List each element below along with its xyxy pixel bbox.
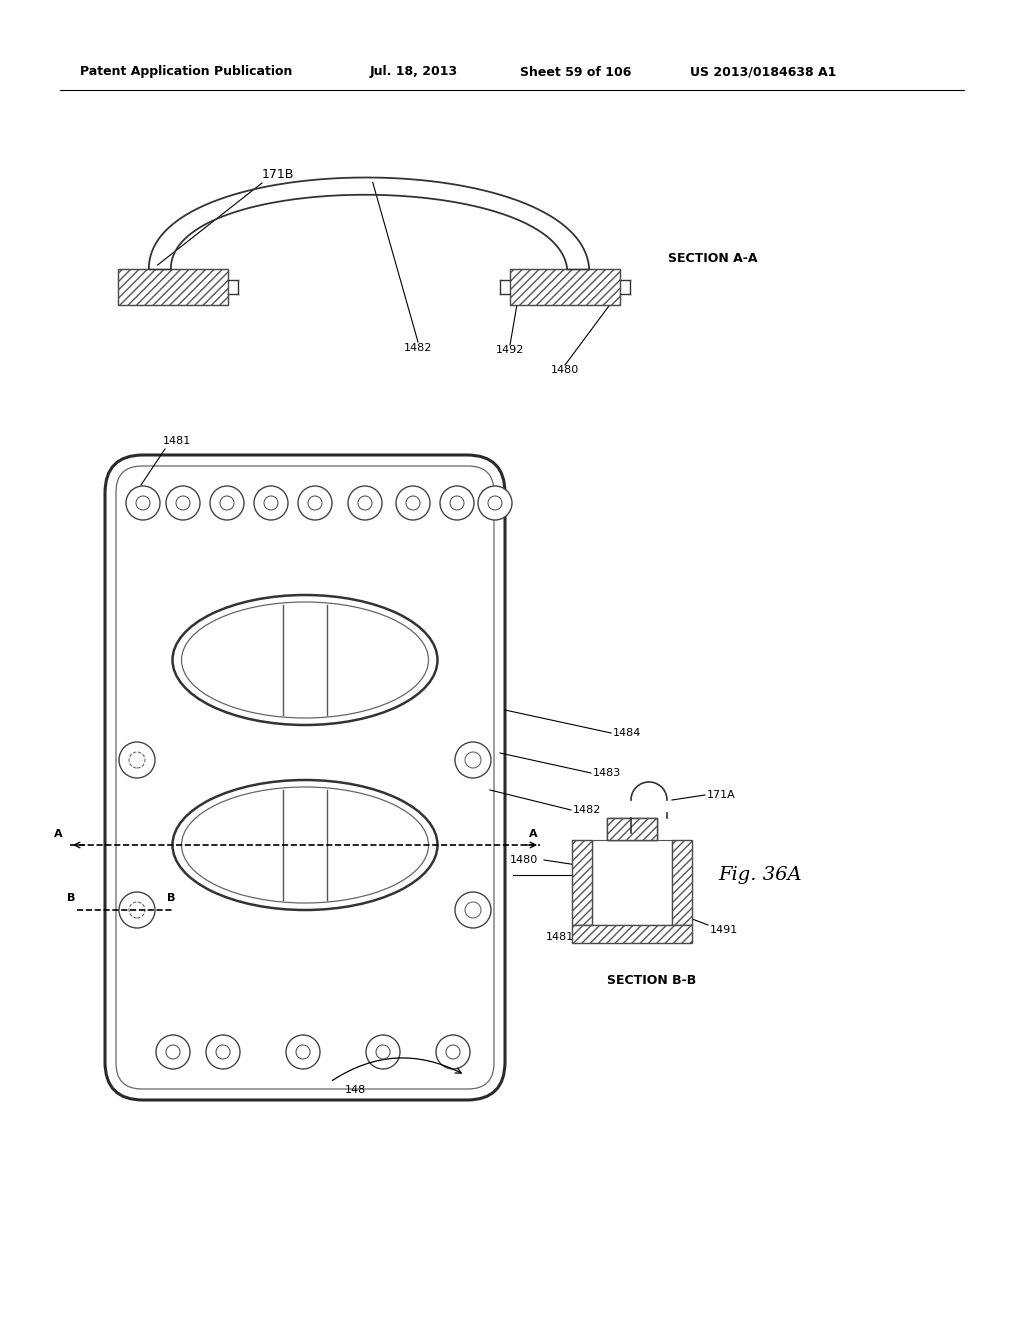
Circle shape bbox=[465, 902, 481, 917]
Circle shape bbox=[216, 1045, 230, 1059]
Circle shape bbox=[254, 486, 288, 520]
Circle shape bbox=[264, 496, 278, 510]
Bar bbox=[672, 840, 692, 925]
Bar bbox=[607, 818, 657, 840]
Text: 1483: 1483 bbox=[593, 768, 622, 777]
Circle shape bbox=[166, 486, 200, 520]
Circle shape bbox=[296, 1045, 310, 1059]
Circle shape bbox=[450, 496, 464, 510]
Circle shape bbox=[396, 486, 430, 520]
Text: Patent Application Publication: Patent Application Publication bbox=[80, 66, 293, 78]
Bar bbox=[607, 818, 657, 840]
Text: 1492: 1492 bbox=[496, 345, 524, 355]
Text: 171A: 171A bbox=[707, 789, 736, 800]
Circle shape bbox=[478, 486, 512, 520]
FancyBboxPatch shape bbox=[116, 466, 494, 1089]
Circle shape bbox=[119, 892, 155, 928]
Circle shape bbox=[176, 496, 190, 510]
Circle shape bbox=[206, 1035, 240, 1069]
Text: A: A bbox=[54, 829, 63, 840]
Text: B: B bbox=[67, 894, 75, 903]
Text: 148: 148 bbox=[344, 1085, 366, 1096]
Text: 171B: 171B bbox=[262, 169, 294, 181]
Circle shape bbox=[446, 1045, 460, 1059]
Circle shape bbox=[440, 486, 474, 520]
Circle shape bbox=[308, 496, 322, 510]
Text: US 2013/0184638 A1: US 2013/0184638 A1 bbox=[690, 66, 837, 78]
Circle shape bbox=[136, 496, 150, 510]
Text: 1482: 1482 bbox=[403, 343, 432, 352]
Bar bbox=[572, 840, 592, 925]
Ellipse shape bbox=[172, 780, 437, 909]
Text: 1480: 1480 bbox=[551, 366, 580, 375]
Circle shape bbox=[376, 1045, 390, 1059]
Circle shape bbox=[455, 892, 490, 928]
Text: Sheet 59 of 106: Sheet 59 of 106 bbox=[520, 66, 632, 78]
Text: B: B bbox=[167, 894, 175, 903]
Text: A: A bbox=[529, 829, 538, 840]
Text: SECTION A-A: SECTION A-A bbox=[668, 252, 758, 264]
Circle shape bbox=[126, 486, 160, 520]
FancyBboxPatch shape bbox=[105, 455, 505, 1100]
Text: SECTION B-B: SECTION B-B bbox=[607, 974, 696, 986]
Circle shape bbox=[406, 496, 420, 510]
Text: 1481: 1481 bbox=[546, 932, 574, 942]
Circle shape bbox=[488, 496, 502, 510]
Bar bbox=[572, 925, 692, 942]
Ellipse shape bbox=[172, 595, 437, 725]
Bar bbox=[510, 269, 620, 305]
Text: 1481: 1481 bbox=[163, 436, 191, 446]
Ellipse shape bbox=[181, 602, 428, 718]
Circle shape bbox=[166, 1045, 180, 1059]
Bar bbox=[672, 840, 692, 925]
Bar bbox=[510, 269, 620, 305]
Bar bbox=[118, 269, 228, 305]
Circle shape bbox=[156, 1035, 190, 1069]
Text: 1480: 1480 bbox=[510, 855, 539, 865]
Circle shape bbox=[210, 486, 244, 520]
Text: Fig. 36A: Fig. 36A bbox=[718, 866, 802, 884]
Circle shape bbox=[358, 496, 372, 510]
Bar bbox=[572, 840, 592, 925]
Circle shape bbox=[220, 496, 234, 510]
Circle shape bbox=[298, 486, 332, 520]
Circle shape bbox=[436, 1035, 470, 1069]
Circle shape bbox=[286, 1035, 319, 1069]
Text: 1484: 1484 bbox=[613, 729, 641, 738]
Bar bbox=[592, 840, 672, 925]
Ellipse shape bbox=[181, 787, 428, 903]
Text: 1491: 1491 bbox=[710, 925, 738, 935]
Text: 1480: 1480 bbox=[573, 870, 601, 880]
Circle shape bbox=[129, 902, 145, 917]
Bar bbox=[607, 818, 657, 840]
Circle shape bbox=[348, 486, 382, 520]
Circle shape bbox=[119, 742, 155, 777]
Circle shape bbox=[129, 752, 145, 768]
Circle shape bbox=[455, 742, 490, 777]
Bar bbox=[572, 925, 692, 942]
Bar bbox=[118, 269, 228, 305]
Circle shape bbox=[465, 752, 481, 768]
Text: 1482: 1482 bbox=[573, 805, 601, 814]
Circle shape bbox=[366, 1035, 400, 1069]
Text: Jul. 18, 2013: Jul. 18, 2013 bbox=[370, 66, 458, 78]
